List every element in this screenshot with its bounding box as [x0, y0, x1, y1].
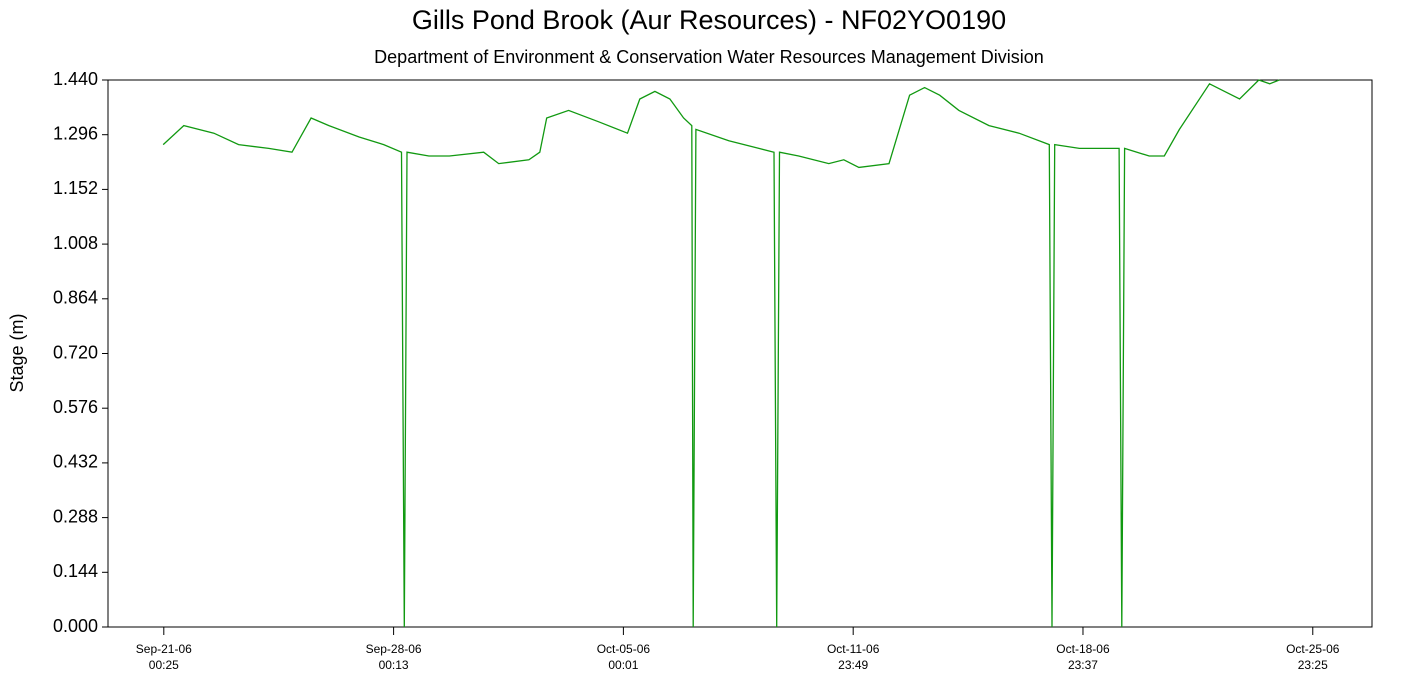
y-tick-label: 0.000 — [53, 616, 98, 636]
y-tick-label: 0.864 — [53, 288, 98, 308]
x-tick-label: Oct-25-06 23:25 — [1286, 642, 1340, 672]
x-tick-label: Oct-05-06 00:01 — [596, 642, 651, 672]
y-tick-label: 1.008 — [53, 233, 98, 253]
y-tick-label: 1.152 — [53, 178, 98, 198]
y-tick-label: 0.720 — [53, 342, 98, 362]
y-axis-label: Stage (m) — [7, 313, 27, 392]
x-tick-label: Sep-28-06 00:13 — [365, 642, 422, 672]
chart-title: Gills Pond Brook (Aur Resources) - NF02Y… — [412, 5, 1006, 35]
data-line — [162, 79, 1280, 628]
plot-area — [107, 79, 1373, 628]
y-tick-label: 0.288 — [53, 506, 98, 526]
x-tick-label: Sep-21-06 00:25 — [135, 642, 192, 672]
y-tick-label: 1.440 — [53, 69, 98, 89]
x-tick-label: Oct-11-06 23:49 — [826, 642, 880, 672]
y-tick-label: 0.432 — [53, 452, 98, 472]
y-tick-label: 1.296 — [53, 123, 98, 143]
y-tick-label: 0.576 — [53, 397, 98, 417]
chart-subtitle: Department of Environment & Conservation… — [374, 47, 1044, 67]
y-tick-label: 0.144 — [53, 561, 98, 581]
x-tick-label: Oct-18-06 23:37 — [1056, 642, 1110, 672]
